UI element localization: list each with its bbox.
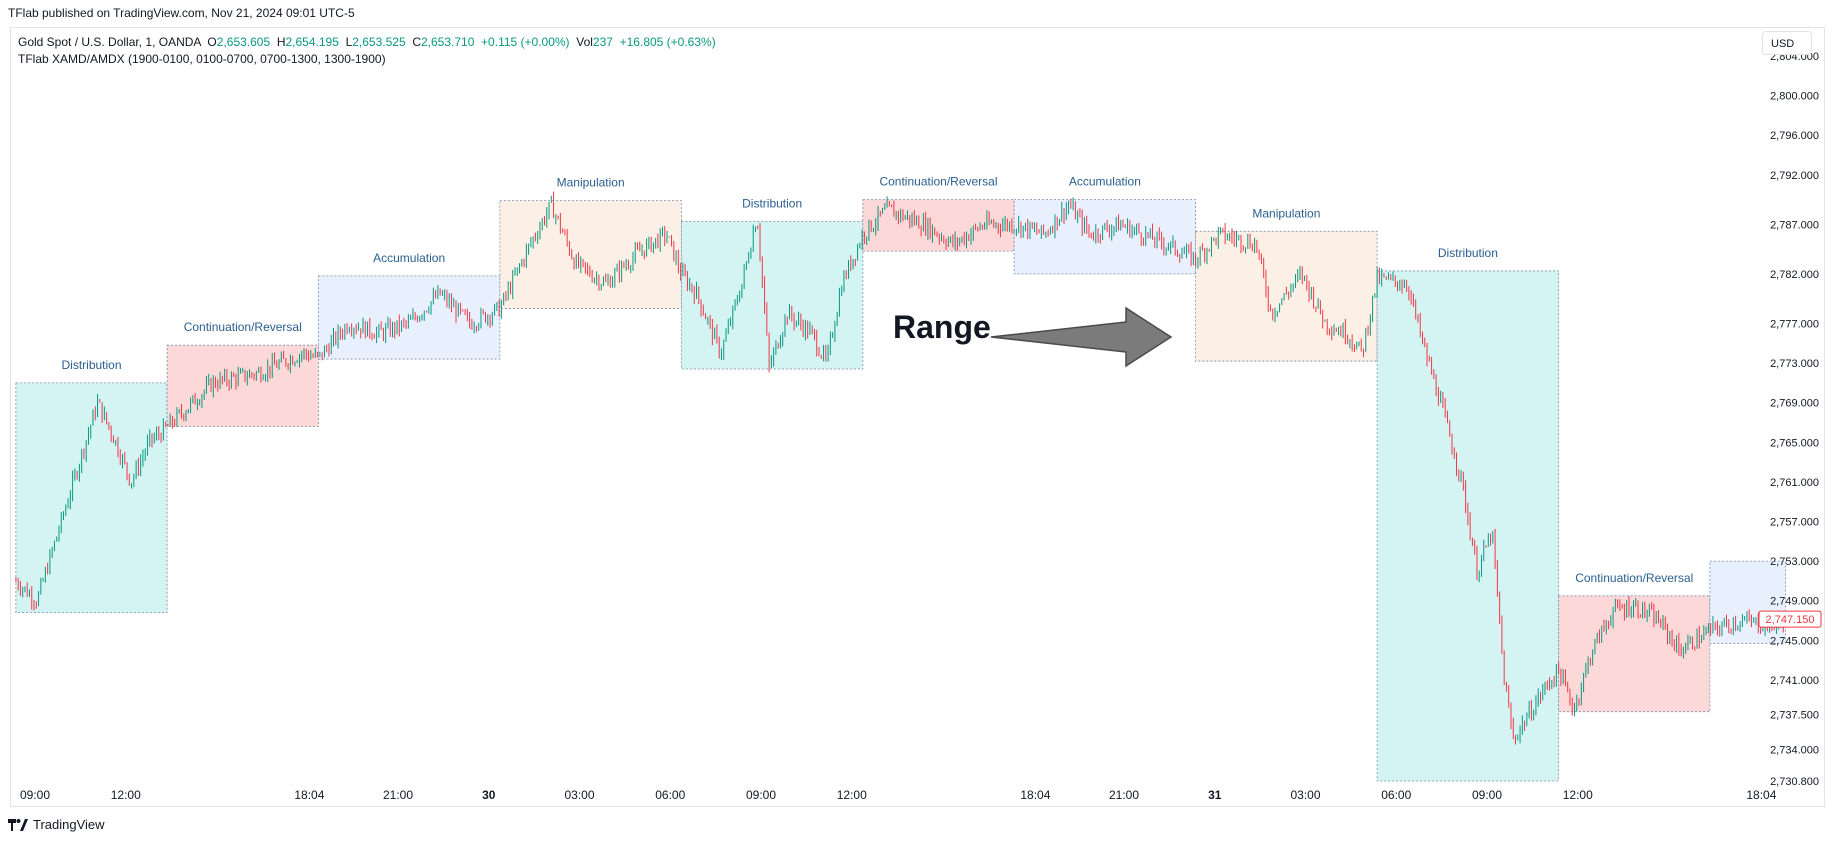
session-box-distribution: [680, 221, 864, 370]
time-tick: 09:00: [746, 788, 776, 802]
price-tick: 2,777.000: [1770, 318, 1819, 330]
session-box-continuation: [166, 344, 319, 427]
session-label-continuation: Continuation/Reversal: [184, 320, 302, 334]
time-tick: 31: [1208, 788, 1222, 802]
price-tick: 2,757.000: [1770, 517, 1819, 529]
currency-button[interactable]: USD: [1762, 31, 1812, 55]
time-tick: 03:00: [564, 788, 594, 802]
price-axis: 2,804.0002,800.0002,796.0002,792.0002,78…: [1758, 51, 1822, 788]
chart-frame[interactable]: [10, 27, 1825, 807]
price-tick: 2,749.000: [1770, 596, 1819, 608]
price-tick: 2,730.800: [1770, 776, 1819, 788]
ohlc-legend: Gold Spot / U.S. Dollar, 1, OANDA O2,653…: [18, 35, 716, 49]
symbol-name[interactable]: Gold Spot / U.S. Dollar, 1, OANDA: [18, 35, 201, 49]
last-price-label: 2,747.150: [1766, 614, 1815, 626]
session-label-accumulation: Accumulation: [1069, 175, 1141, 189]
session-label-distribution: Distribution: [61, 358, 121, 372]
time-tick: 12:00: [111, 788, 141, 802]
time-tick: 18:04: [294, 788, 324, 802]
session-box-distribution: [1376, 270, 1560, 782]
price-tick: 2,773.000: [1770, 358, 1819, 370]
session-box-manipulation: [1195, 230, 1378, 362]
price-tick: 2,787.000: [1770, 219, 1819, 231]
session-boxes: [15, 199, 1786, 782]
price-tick: 2,765.000: [1770, 437, 1819, 449]
session-label-distribution: Distribution: [1438, 246, 1498, 260]
time-tick: 03:00: [1290, 788, 1320, 802]
session-label-distribution: Distribution: [742, 196, 802, 210]
price-tick: 2,737.500: [1770, 710, 1819, 722]
session-box-continuation: [1558, 595, 1711, 713]
last-price-box: [1758, 610, 1822, 628]
time-tick: 12:00: [1563, 788, 1593, 802]
low-value: 2,653.525: [352, 35, 406, 49]
footer: TradingView: [8, 817, 105, 832]
volume-value: 237: [592, 35, 613, 49]
session-box-accumulation: [1013, 199, 1197, 275]
time-tick: 18:04: [1020, 788, 1050, 802]
time-tick: 06:00: [655, 788, 685, 802]
candles: [15, 191, 1784, 745]
session-box-accumulation: [317, 275, 501, 360]
low-label: L: [345, 35, 353, 49]
session-box-continuation: [862, 199, 1015, 252]
session-box-manipulation: [499, 200, 682, 309]
tradingview-logo-icon: [8, 818, 28, 831]
range-arrow-shape: [990, 306, 1173, 368]
close-value: 2,653.710: [420, 35, 475, 49]
price-change: +0.115 (+0.00%): [481, 35, 570, 49]
session-label-continuation: Continuation/Reversal: [879, 175, 997, 189]
price-tick: 2,792.000: [1770, 170, 1819, 182]
price-tick: 2,800.000: [1770, 91, 1819, 103]
session-label-manipulation: Manipulation: [1252, 206, 1320, 220]
price-tick: 2,745.000: [1770, 635, 1819, 647]
time-tick: 06:00: [1381, 788, 1411, 802]
price-tick: 2,741.000: [1770, 675, 1819, 687]
session-label-accumulation: Accumulation: [373, 251, 445, 265]
high-value: 2,654.195: [285, 35, 339, 49]
time-axis: 09:00 12:00 18:04 21:00 30 03:00 06:00 09:00 12:…: [20, 788, 1835, 802]
time-tick: 18:04: [1746, 788, 1776, 802]
time-tick: 12:00: [837, 788, 867, 802]
price-tick: 2,753.000: [1770, 556, 1819, 568]
time-tick: 09:00: [20, 788, 50, 802]
range-annotation: Range: [893, 309, 991, 345]
price-tick: 2,734.000: [1770, 744, 1819, 756]
time-tick: 09:00: [1472, 788, 1502, 802]
high-label: H: [276, 35, 286, 49]
open-value: 2,653.605: [216, 35, 271, 49]
range-arrow: [990, 306, 1173, 368]
open-label: O: [207, 35, 217, 49]
session-labels: Distribution Continuation/Reversal Accumul…: [61, 175, 1693, 585]
time-tick: 21:00: [1109, 788, 1139, 802]
session-label-continuation: Continuation/Reversal: [1575, 571, 1693, 585]
indicator-legend[interactable]: TFlab XAMD/AMDX (1900-0100, 0100-0700, 0…: [18, 52, 386, 66]
volume-change: +16.805 (+0.63%): [619, 35, 716, 49]
session-label-manipulation: Manipulation: [557, 176, 625, 190]
published-header: TFlab published on TradingView.com, Nov …: [8, 6, 355, 20]
time-tick: 21:00: [383, 788, 413, 802]
session-box-accumulation: [1709, 560, 1786, 644]
price-tick: 2,769.000: [1770, 398, 1819, 410]
session-box-distribution: [15, 382, 168, 614]
price-tick: 2,761.000: [1770, 477, 1819, 489]
volume-label: Vol: [576, 35, 593, 49]
time-tick: 30: [482, 788, 496, 802]
footer-brand[interactable]: TradingView: [33, 817, 105, 832]
price-tick: 2,796.000: [1770, 130, 1819, 142]
close-label: C: [412, 35, 421, 49]
price-tick: 2,782.000: [1770, 269, 1819, 281]
